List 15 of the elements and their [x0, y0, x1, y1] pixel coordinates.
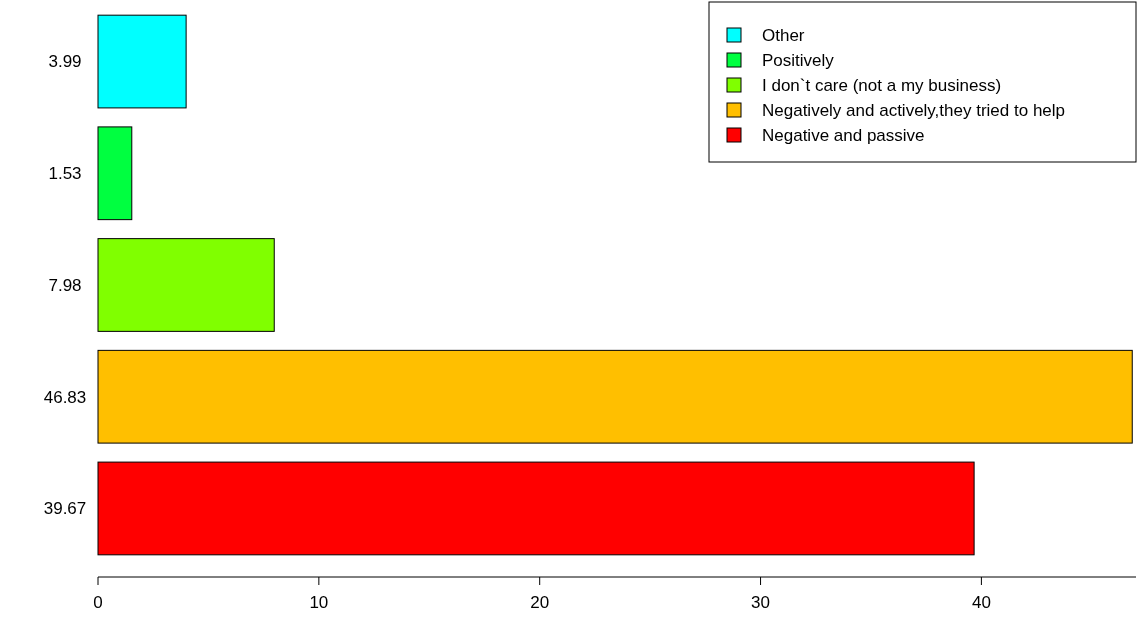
- y-tick-label: 7.98: [48, 275, 82, 295]
- legend-label: Other: [762, 25, 805, 45]
- y-tick-label: 1.53: [48, 164, 82, 184]
- y-tick-label: 46.83: [43, 387, 87, 407]
- x-tick-label: 30: [751, 593, 771, 612]
- y-tick-label: 3.99: [48, 52, 82, 72]
- legend-label: I don`t care (not a my business): [762, 75, 1002, 95]
- x-tick-label: 40: [971, 593, 991, 612]
- legend-label: Negative and passive: [762, 125, 925, 145]
- x-tick-label: 20: [530, 593, 550, 612]
- x-tick-label: 0: [93, 593, 103, 612]
- x-tick-label: 10: [309, 593, 329, 612]
- legend-label: Positively: [762, 50, 835, 70]
- legend-label: Negatively and actively,they tried to help: [762, 100, 1066, 120]
- y-tick-label: 39.67: [43, 499, 87, 519]
